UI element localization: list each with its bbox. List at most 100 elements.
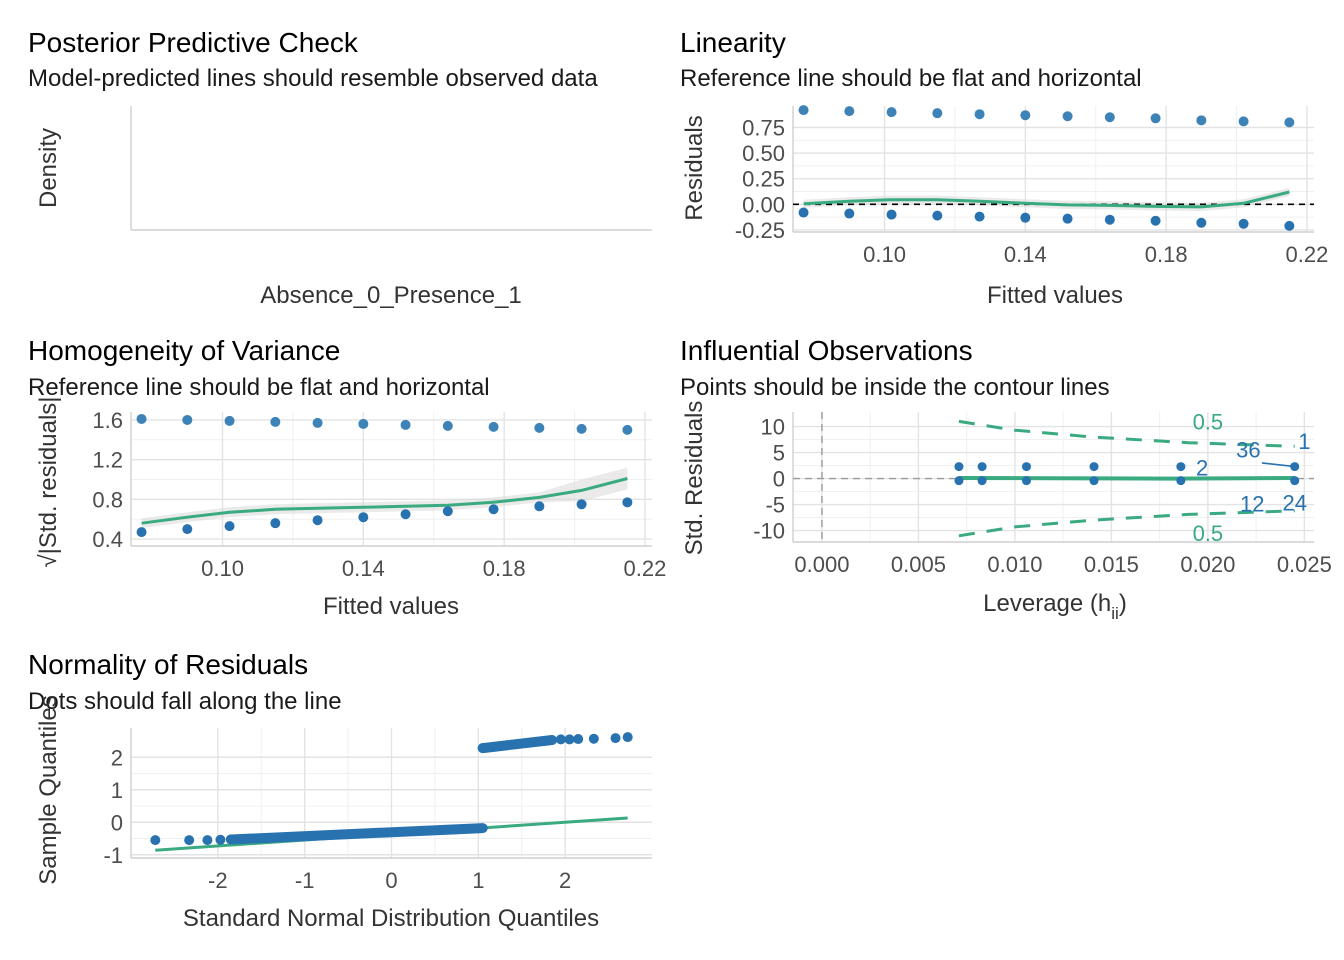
normality-point	[225, 834, 236, 845]
homogeneity-xtick-label: 0.14	[342, 556, 385, 581]
normality-ytick-label: 0	[111, 810, 123, 835]
normality-point	[573, 734, 584, 745]
homogeneity-point	[136, 527, 147, 538]
linearity-point	[886, 107, 897, 118]
influential-xtick-label: 0.000	[794, 552, 849, 577]
influential-point-label: 1	[1298, 429, 1310, 454]
linearity-point	[1020, 110, 1031, 121]
linearity-point	[1062, 111, 1073, 122]
linearity-point	[1196, 217, 1207, 228]
linearity-point	[798, 105, 809, 116]
normality-point-run	[477, 735, 558, 754]
influential-smooth-line	[958, 476, 1295, 481]
normality-ytick-label: -1	[103, 843, 123, 868]
homogeneity-point	[182, 414, 193, 425]
homogeneity-point	[270, 518, 281, 529]
panel-normality: Normality of Residuals Dots should fall …	[28, 649, 652, 932]
influential-contour-label: 0.5	[1193, 409, 1224, 434]
homogeneity-point	[400, 419, 411, 430]
influential-point-label: 2	[1196, 456, 1208, 481]
normality-point	[588, 733, 599, 744]
linearity-xtick-label: 0.10	[863, 242, 906, 267]
normality-ylabel: Sample Quantiles	[35, 695, 62, 884]
influential-point-label: 36	[1236, 437, 1260, 462]
normality-point	[564, 734, 575, 745]
influential-xlabel-main: Leverage (h	[983, 590, 1111, 617]
homogeneity-point	[136, 413, 147, 424]
influential-ytick-label: 5	[773, 441, 785, 466]
normality-xtick-label: 1	[472, 868, 484, 893]
linearity-point	[1238, 116, 1249, 127]
ppc-subtitle: Model-predicted lines should resemble ob…	[28, 65, 598, 92]
linearity-point	[932, 210, 943, 221]
normality-point	[610, 733, 621, 744]
influential-point-label: 24	[1282, 490, 1306, 515]
linearity-point	[1150, 113, 1161, 124]
influential-xlabel-end: )	[1119, 590, 1127, 617]
influential-point	[977, 462, 987, 472]
homogeneity-smooth-line	[141, 477, 628, 525]
homogeneity-ytick-label: 1.2	[92, 448, 123, 473]
homogeneity-point	[312, 515, 323, 526]
homogeneity-point	[182, 524, 193, 535]
homogeneity-point	[576, 423, 587, 434]
homogeneity-xtick-label: 0.10	[201, 556, 244, 581]
influential-contour-upper	[958, 419, 1295, 448]
normality-xtick-label: -2	[208, 868, 228, 893]
homogeneity-point	[488, 504, 499, 515]
normality-xtick-label: 0	[385, 868, 397, 893]
linearity-subtitle: Reference line should be flat and horizo…	[680, 65, 1142, 92]
influential-xtick-label: 0.005	[891, 552, 946, 577]
homogeneity-xlabel: Fitted values	[323, 593, 459, 620]
influential-point	[1176, 476, 1186, 486]
linearity-point	[1062, 213, 1073, 224]
homogeneity-point	[622, 424, 633, 435]
influential-point	[1089, 476, 1099, 486]
linearity-ytick-label: 0.00	[742, 192, 785, 217]
normality-xtick-label: -1	[295, 868, 315, 893]
linearity-title: Linearity	[680, 27, 786, 58]
normality-point	[477, 743, 488, 754]
normality-ytick-label: 2	[111, 745, 123, 770]
influential-ytick-label: 0	[773, 467, 785, 492]
influential-xtick-label: 0.015	[1084, 552, 1139, 577]
influential-point-label: 12	[1240, 492, 1264, 517]
homogeneity-ylabel: √|Std. residuals|	[35, 396, 62, 567]
ppc-ylabel: Density	[35, 128, 62, 208]
linearity-point	[932, 108, 943, 119]
influential-contour-label: 0.5	[1193, 521, 1224, 546]
influential-ytick-label: 10	[761, 415, 785, 440]
influential-xtick-label: 0.020	[1180, 552, 1235, 577]
influential-xtick-label: 0.025	[1277, 552, 1332, 577]
homogeneity-point	[270, 416, 281, 427]
homogeneity-point	[534, 422, 545, 433]
influential-point	[1021, 476, 1031, 486]
panel-ppc: Posterior Predictive Check Model-predict…	[28, 27, 652, 309]
normality-title: Normality of Residuals	[28, 649, 308, 680]
ppc-title: Posterior Predictive Check	[28, 27, 359, 58]
linearity-xlabel: Fitted values	[987, 282, 1123, 309]
linearity-ytick-label: -0.25	[735, 218, 785, 243]
linearity-point	[1196, 115, 1207, 126]
influential-point	[1290, 476, 1300, 486]
linearity-point	[974, 109, 985, 120]
homogeneity-point	[576, 499, 587, 510]
linearity-point	[1284, 117, 1295, 128]
homogeneity-point	[358, 418, 369, 429]
linearity-point	[844, 208, 855, 219]
influential-ytick-label: -10	[753, 519, 785, 544]
influential-point	[1021, 462, 1031, 472]
linearity-point	[1104, 112, 1115, 123]
linearity-point	[1238, 218, 1249, 229]
linearity-xtick-label: 0.14	[1004, 242, 1047, 267]
linearity-xtick-label: 0.22	[1286, 242, 1329, 267]
normality-point	[202, 835, 213, 846]
influential-point	[1176, 462, 1186, 472]
influential-xlabel-sub: ii	[1111, 604, 1119, 623]
homogeneity-xtick-label: 0.22	[624, 556, 667, 581]
normality-point	[555, 734, 566, 745]
homogeneity-point	[442, 506, 453, 517]
linearity-point	[1020, 212, 1031, 223]
homogeneity-point	[442, 420, 453, 431]
